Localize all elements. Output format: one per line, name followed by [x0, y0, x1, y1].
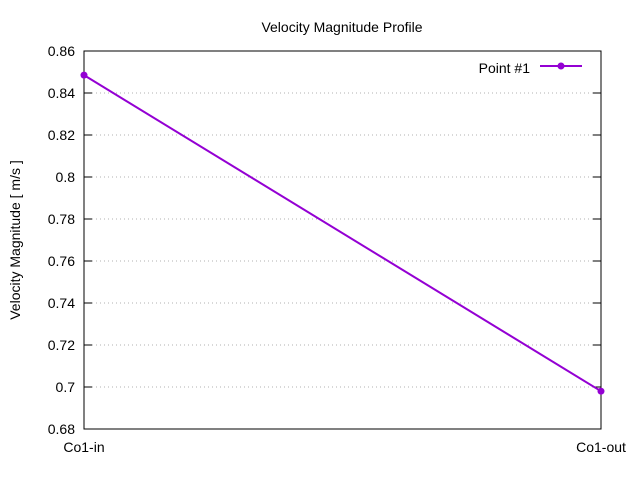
y-tick-label: 0.76 — [48, 253, 75, 269]
y-tick-label: 0.8 — [56, 169, 76, 185]
series-line — [83, 74, 602, 393]
legend-label: Point #1 — [479, 60, 531, 76]
y-tick-label: 0.84 — [48, 85, 75, 101]
y-tick-labels: 0.68 0.7 0.72 0.74 0.76 0.78 0.8 0.82 0.84 0.86 — [48, 43, 75, 437]
x-tick-label: Co1-in — [63, 439, 104, 455]
series-layer — [80, 71, 605, 395]
plot-frame — [83, 50, 602, 430]
data-point — [80, 71, 88, 79]
chart-title: Velocity Magnitude Profile — [261, 19, 422, 35]
legend-marker — [557, 62, 565, 70]
y-tick-label: 0.74 — [48, 295, 75, 311]
axis-ticks — [84, 50, 601, 430]
data-point — [597, 387, 605, 395]
y-tick-label: 0.82 — [48, 127, 75, 143]
x-tick-labels: Co1-in Co1-out — [63, 439, 626, 455]
y-tick-label: 0.78 — [48, 211, 75, 227]
x-tick-label: Co1-out — [576, 439, 626, 455]
legend: Point #1 — [479, 60, 582, 76]
y-tick-label: 0.68 — [48, 421, 75, 437]
y-tick-label: 0.72 — [48, 337, 75, 353]
y-axis-label: Velocity Magnitude [ m/s ] — [7, 160, 23, 320]
y-tick-label: 0.7 — [56, 379, 76, 395]
y-tick-label: 0.86 — [48, 43, 75, 59]
